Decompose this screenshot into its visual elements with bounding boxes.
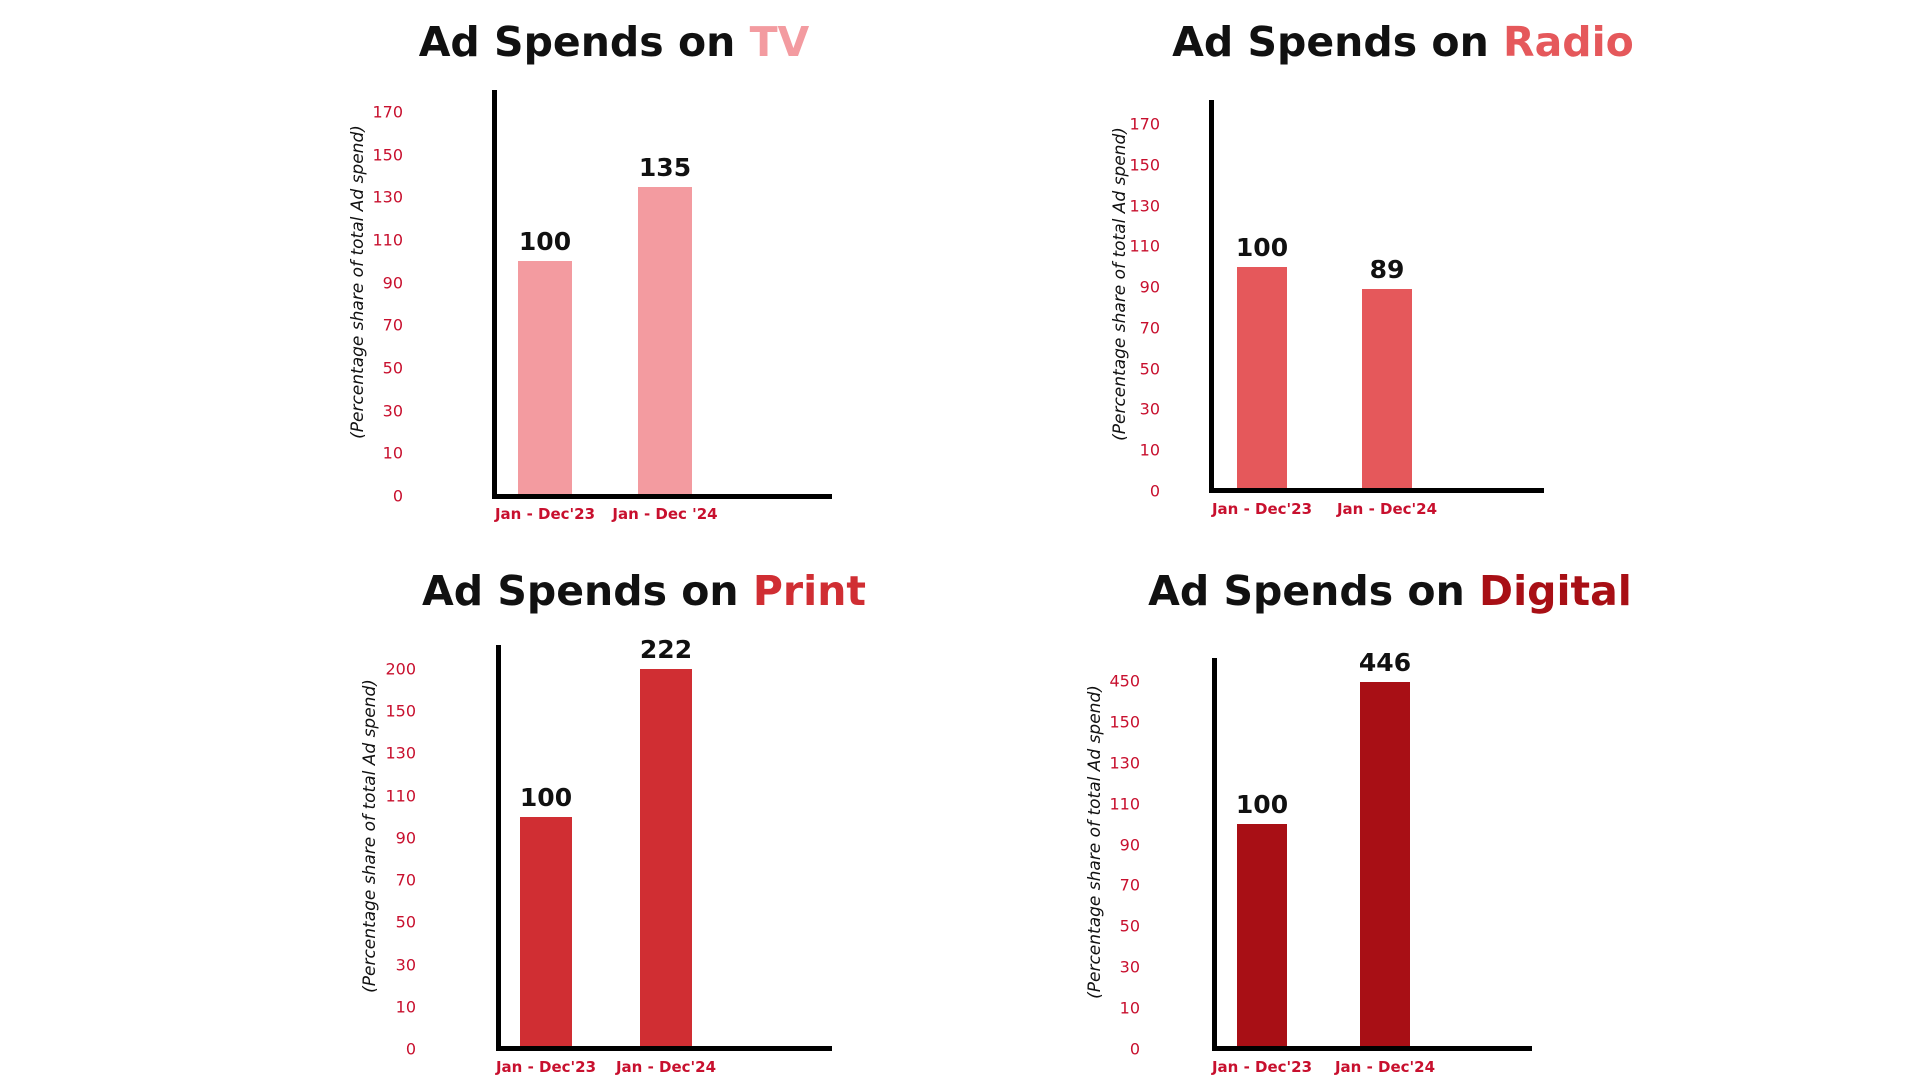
x-category-label: Jan - Dec'23 [495,1058,597,1076]
bar [1360,681,1410,1046]
x-axis-line [496,1046,832,1051]
chart-title: Ad Spends on Radio [1172,18,1634,66]
y-tick-label: 70 [1119,875,1140,895]
y-tick-label: 0 [1129,1039,1140,1059]
y-tick-label: 50 [382,358,403,378]
x-category-label: Jan - Dec'23 [1211,500,1313,518]
y-tick-label: 170 [1129,114,1160,134]
bar [640,669,692,1046]
y-tick-label: 90 [395,828,416,848]
y-tick-label: 110 [1109,794,1140,814]
data-label: 222 [639,635,693,664]
y-tick-label: 0 [392,486,403,506]
y-tick-label: 70 [382,315,403,335]
y-tick-label: 30 [1139,399,1160,419]
y-tick-label: 90 [1139,277,1160,297]
chart-title-prefix: Ad Spends on [1172,18,1504,66]
y-axis-line [496,645,501,1051]
y-tick-label: 70 [395,870,416,890]
y-tick-label: 150 [385,701,416,721]
y-tick-label: 10 [395,997,416,1017]
x-category-label: Jan - Dec '24 [612,505,718,523]
y-tick-label: 50 [395,912,416,932]
chart-title-highlight: Digital [1479,567,1632,615]
chart-title: Ad Spends on TV [419,18,810,66]
y-tick-label: 150 [372,145,403,165]
data-label: 100 [1235,232,1289,262]
chart-title-highlight: Print [752,567,867,615]
y-tick-label: 30 [382,401,403,421]
bar [1237,266,1287,488]
y-tick-label: 10 [1139,440,1160,460]
y-tick-label: 0 [1149,481,1160,501]
y-tick-label: 450 [1109,671,1140,691]
y-tick-label: 170 [372,102,403,122]
y-tick-label: 70 [1139,318,1160,338]
chart-title-highlight: Radio [1503,18,1634,66]
y-tick-label: 50 [1119,916,1140,936]
y-tick-label: 130 [372,187,403,207]
data-label: 89 [1369,255,1405,285]
y-tick-label: 30 [1119,957,1140,977]
y-tick-label: 10 [1119,998,1140,1018]
y-tick-label: 130 [385,743,416,763]
bar [518,261,572,494]
x-axis-line [492,494,832,499]
y-tick-label: 110 [1129,236,1160,256]
bar [638,186,692,494]
data-label: 100 [518,227,572,257]
y-tick-label: 10 [382,443,403,463]
chart-title: Ad Spends on Print [422,567,866,615]
chart-title-prefix: Ad Spends on [418,18,750,66]
y-tick-label: 130 [1109,753,1140,773]
y-tick-label: 50 [1139,359,1160,379]
y-tick-label: 200 [385,659,416,679]
data-label: 100 [519,782,573,812]
y-tick-label: 90 [1119,835,1140,855]
y-tick-label: 110 [385,786,416,806]
x-category-label: Jan - Dec'24 [615,1058,717,1076]
chart-title-prefix: Ad Spends on [421,567,753,615]
bar [1237,824,1287,1046]
bar [1362,289,1412,488]
data-label: 100 [1235,790,1289,820]
y-tick-label: 150 [1129,155,1160,175]
chart-title-prefix: Ad Spends on [1148,567,1480,615]
data-label: 135 [638,152,692,182]
x-axis-line [1212,1046,1532,1051]
chart-title-highlight: TV [749,18,810,66]
y-tick-label: 0 [405,1039,416,1059]
y-tick-label: 90 [382,273,403,293]
y-axis-line [1212,658,1217,1051]
bar [520,816,572,1046]
y-tick-label: 150 [1109,712,1140,732]
y-tick-label: 110 [372,230,403,250]
x-category-label: Jan - Dec'24 [1336,500,1438,518]
x-axis-line [1209,488,1544,493]
x-category-label: Jan - Dec'23 [1211,1058,1313,1076]
y-axis-line [1209,100,1214,493]
x-category-label: Jan - Dec'23 [494,505,596,523]
x-category-label: Jan - Dec'24 [1334,1058,1436,1076]
y-tick-label: 130 [1129,196,1160,216]
data-label: 446 [1358,647,1412,677]
y-tick-label: 30 [395,955,416,975]
y-axis-line [492,90,497,499]
chart-title: Ad Spends on Digital [1148,567,1632,615]
